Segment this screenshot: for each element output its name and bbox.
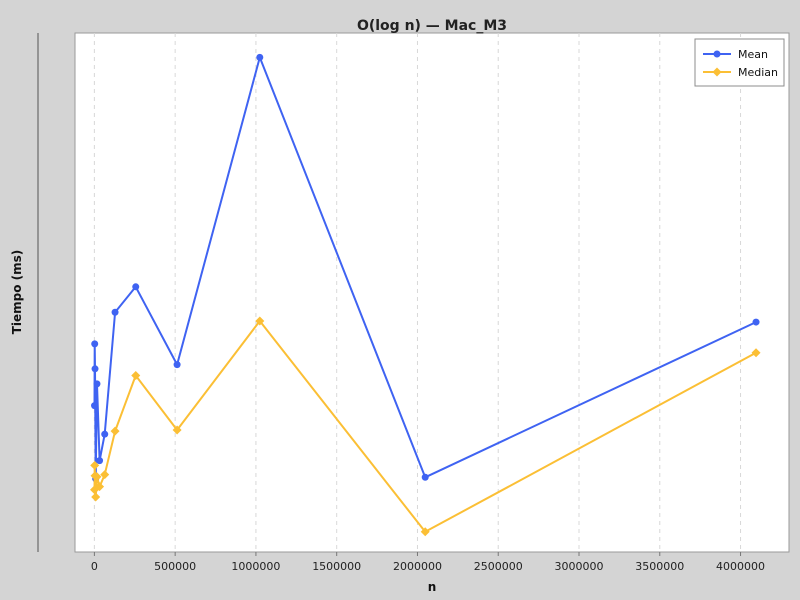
data-point-median: [420, 527, 430, 537]
data-point-mean: [173, 361, 181, 369]
legend-mean-label: Mean: [738, 48, 768, 61]
data-point-median: [92, 472, 102, 482]
y-axis-label: Tiempo (ms): [10, 250, 24, 335]
x-tick-label: 4000000: [716, 560, 765, 573]
legend-box: [694, 38, 785, 87]
legend-median-marker: [712, 67, 722, 77]
x-axis-label: n: [428, 580, 437, 594]
data-point-mean: [91, 340, 99, 348]
x-tick-label: 2000000: [393, 560, 442, 573]
data-point-median: [131, 371, 141, 381]
plot-area: [74, 32, 790, 553]
data-point-mean: [96, 457, 104, 465]
data-point-mean: [752, 318, 760, 326]
data-point-median: [90, 460, 100, 470]
x-ticks: 0 500000 1000000 1500000 2000000 2500000 30000…: [91, 552, 765, 573]
data-point-mean: [101, 430, 109, 438]
data-point-median: [100, 470, 110, 480]
x-tick-label: 3000000: [555, 560, 604, 573]
data-point-median: [110, 426, 120, 436]
legend-mean-marker: [713, 50, 721, 58]
chart-title: O(log n) — Mac_M3: [357, 18, 507, 34]
data-point-median: [751, 348, 761, 358]
x-tick-label: 1500000: [312, 560, 361, 573]
x-tick-label: 1000000: [231, 560, 280, 573]
data-point-mean: [256, 53, 264, 61]
x-tick-label: 0: [91, 560, 98, 573]
data-point-mean: [421, 473, 429, 481]
data-point-median: [95, 482, 105, 492]
data-point-median: [172, 425, 182, 435]
legend-median-label: Median: [738, 66, 778, 79]
grid: [93, 33, 742, 552]
data-point-median: [255, 316, 265, 326]
data-point-mean: [91, 365, 99, 373]
data-point-mean: [111, 308, 119, 316]
legend: Mean Median: [694, 38, 785, 87]
data-point-mean: [132, 283, 140, 291]
x-tick-label: 2500000: [474, 560, 523, 573]
series-median: [90, 316, 761, 537]
data-point-median: [91, 492, 101, 502]
data-point-mean: [93, 380, 101, 388]
x-tick-label: 3500000: [635, 560, 684, 573]
series-layer: [90, 53, 761, 537]
data-point-mean: [91, 402, 99, 410]
x-tick-label: 500000: [154, 560, 196, 573]
